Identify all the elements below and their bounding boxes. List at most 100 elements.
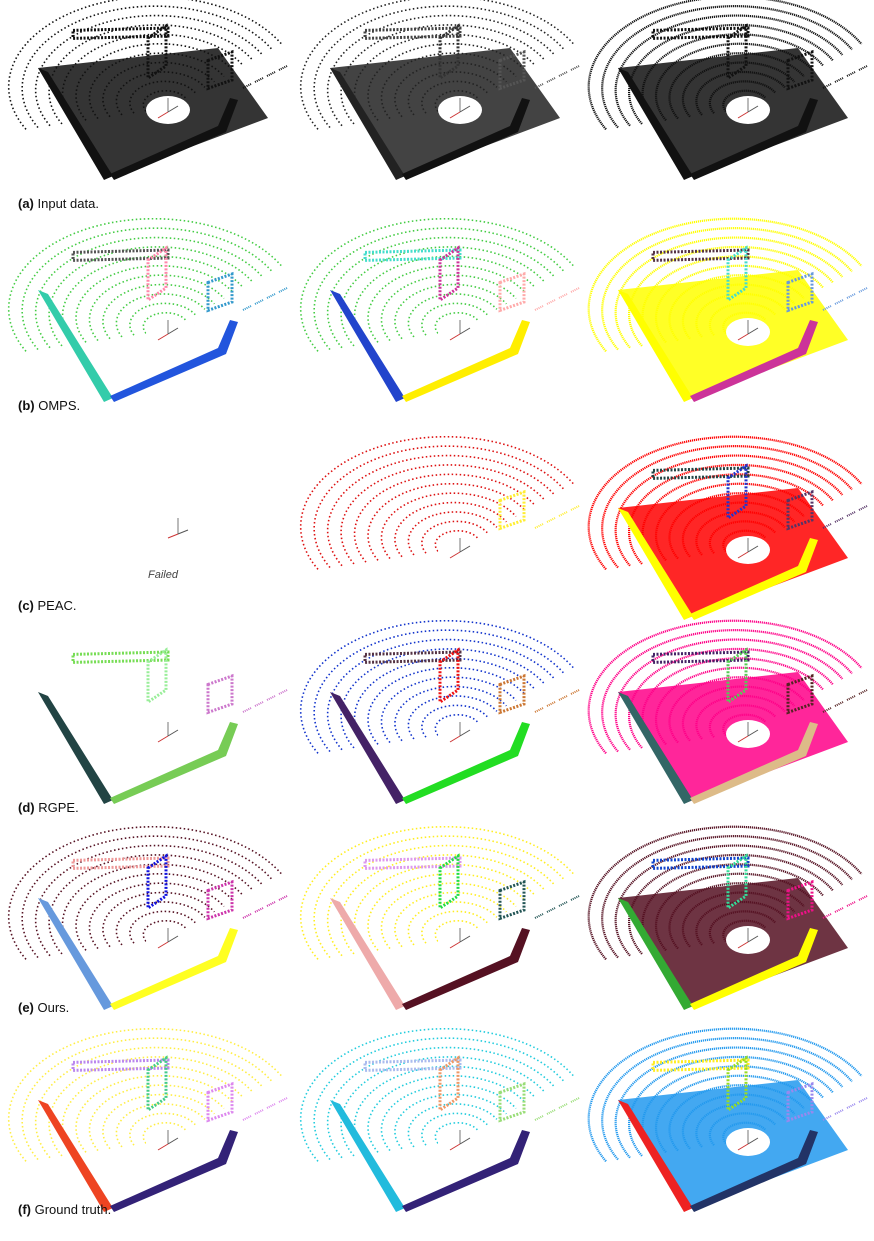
far-points [242, 65, 288, 89]
wall-segment [71, 856, 170, 870]
scan-rings [587, 217, 863, 353]
wall-segment [146, 647, 168, 705]
axes-icon [157, 722, 179, 743]
front-wall [110, 98, 238, 180]
wall-segment [438, 853, 460, 911]
panel-e-3 [587, 825, 874, 1013]
scan-rings [587, 435, 863, 571]
caption-tag: (b) [18, 398, 35, 413]
axes-icon [737, 98, 759, 119]
wall-segment [726, 647, 748, 705]
front-wall [690, 538, 818, 620]
caption-d: (d) RGPE. [18, 800, 79, 815]
side-wall [618, 68, 693, 180]
wall-segment [438, 245, 460, 303]
wall-segment [438, 647, 460, 705]
wall-segment [498, 673, 526, 715]
scan-rings [7, 217, 283, 352]
panel-c-1: Failed [18, 448, 298, 623]
panel-e-2 [299, 825, 590, 1013]
front-wall [402, 98, 530, 180]
caption-text: Input data. [33, 196, 99, 211]
far-points [242, 1097, 288, 1121]
axes-icon [737, 538, 759, 559]
axes-icon [157, 928, 179, 949]
far-points [534, 1097, 580, 1121]
panel-f-3 [587, 1027, 874, 1215]
caption-c: (c) PEAC. [18, 598, 77, 613]
side-wall [38, 898, 113, 1010]
front-wall [690, 320, 818, 402]
side-wall [38, 692, 113, 804]
caption-tag: (c) [18, 598, 34, 613]
front-wall [402, 320, 530, 402]
wall-segment [651, 466, 750, 480]
far-points [822, 65, 868, 89]
front-wall [110, 320, 238, 402]
wall-segment [786, 49, 814, 91]
side-wall [38, 290, 113, 402]
side-wall [330, 1100, 405, 1212]
axes-icon [737, 722, 759, 743]
wall-segment [726, 1055, 748, 1113]
caption-text: OMPS. [34, 398, 81, 413]
wall-segment [363, 248, 462, 262]
wall-segment [146, 853, 168, 911]
far-points [534, 287, 580, 311]
wall-segment [651, 650, 750, 664]
front-wall [402, 928, 530, 1010]
wall-segment [498, 489, 526, 531]
wall-segment [726, 463, 748, 521]
caption-text: PEAC. [33, 598, 77, 613]
wall-segment [786, 489, 814, 531]
axes-icon [157, 98, 179, 119]
caption-f: (f) Ground truth. [18, 1202, 111, 1217]
caption-tag: (d) [18, 800, 35, 815]
panel-b-3 [587, 217, 874, 405]
far-points [822, 287, 868, 311]
wall-segment [498, 271, 526, 313]
wall-segment [206, 673, 234, 715]
wall-segment [206, 879, 234, 921]
failed-label: Failed [148, 569, 179, 581]
panel-c-2 [299, 435, 590, 623]
caption-text: Ground truth. [31, 1202, 112, 1217]
wall-segment [206, 49, 234, 91]
scan-rings [7, 825, 283, 960]
axes-icon [737, 928, 759, 949]
wall-segment [786, 673, 814, 715]
far-points [534, 505, 580, 529]
wall-segment [71, 650, 170, 664]
front-wall [690, 1130, 818, 1212]
scan-rings [299, 217, 575, 352]
wall-segment [498, 1081, 526, 1123]
scan-rings [587, 619, 863, 755]
far-points [242, 895, 288, 919]
far-points [242, 689, 288, 713]
axes-icon [157, 320, 179, 341]
axes-icon [167, 518, 189, 539]
wall-segment [651, 1058, 750, 1072]
panel-c-3 [587, 435, 874, 623]
side-wall [618, 508, 693, 620]
far-points [534, 689, 580, 713]
far-points [822, 1097, 868, 1121]
scan-rings [299, 1027, 575, 1162]
far-points [534, 895, 580, 919]
wall-segment [651, 248, 750, 262]
wall-segment [651, 856, 750, 870]
side-wall [618, 898, 693, 1010]
scan-rings [587, 1027, 863, 1163]
wall-segment [363, 1058, 462, 1072]
wall-segment [651, 26, 750, 40]
wall-segment [726, 23, 748, 81]
front-wall [110, 1130, 238, 1212]
scan-rings [7, 1027, 283, 1162]
far-points [534, 65, 580, 89]
wall-segment [363, 856, 462, 870]
front-wall [690, 928, 818, 1010]
panel-d-3 [587, 619, 874, 807]
side-wall [330, 68, 405, 180]
wall-segment [438, 23, 460, 81]
panel-a-3 [587, 0, 874, 183]
